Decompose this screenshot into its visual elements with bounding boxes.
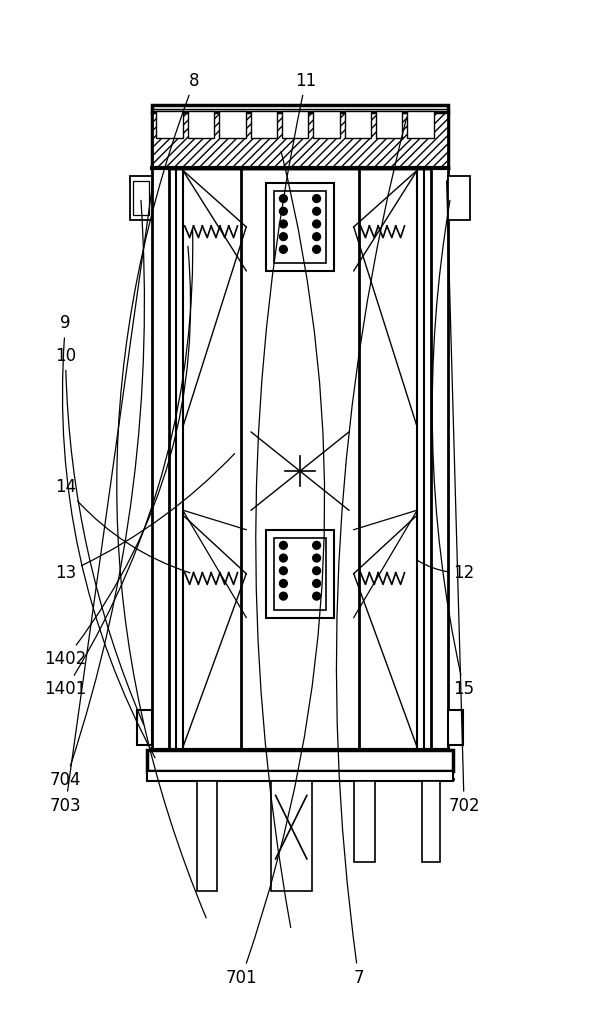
Circle shape [280, 592, 287, 600]
Circle shape [280, 207, 287, 215]
Circle shape [280, 195, 287, 203]
Bar [152, 169, 169, 749]
Bar [219, 111, 245, 138]
Text: 8: 8 [117, 71, 206, 918]
Text: 14: 14 [55, 478, 190, 572]
Bar [274, 190, 326, 263]
Circle shape [313, 592, 320, 600]
Bar [407, 111, 434, 138]
Circle shape [313, 233, 320, 240]
Circle shape [313, 245, 320, 254]
Text: 704: 704 [50, 201, 145, 790]
Bar [448, 710, 463, 744]
Bar [271, 780, 312, 891]
Circle shape [313, 554, 320, 562]
Text: 11: 11 [256, 71, 316, 927]
Bar [251, 111, 277, 138]
Bar [146, 749, 454, 771]
Circle shape [280, 220, 287, 228]
Circle shape [280, 245, 287, 254]
Bar [266, 183, 334, 271]
Circle shape [313, 207, 320, 215]
Bar [133, 181, 149, 215]
Circle shape [313, 580, 320, 587]
Bar [157, 111, 183, 138]
Text: 702: 702 [446, 181, 480, 815]
Bar [266, 530, 334, 618]
Circle shape [280, 567, 287, 574]
Circle shape [280, 541, 287, 550]
Circle shape [313, 567, 320, 574]
Text: 1401: 1401 [44, 230, 193, 699]
Bar [197, 780, 217, 891]
Text: 1402: 1402 [44, 246, 191, 668]
Circle shape [313, 220, 320, 228]
Text: 13: 13 [55, 453, 235, 582]
Circle shape [280, 580, 287, 587]
Bar [448, 176, 470, 220]
Text: 703: 703 [50, 181, 153, 815]
Bar [146, 771, 454, 780]
Bar [313, 111, 340, 138]
Circle shape [313, 541, 320, 550]
Text: 7: 7 [337, 117, 407, 986]
Bar [344, 111, 371, 138]
Bar [376, 111, 403, 138]
Text: 701: 701 [226, 151, 325, 986]
Bar [130, 176, 152, 220]
Bar [282, 111, 308, 138]
Text: 10: 10 [55, 347, 143, 724]
Bar [152, 112, 448, 169]
Bar [152, 105, 448, 169]
Circle shape [280, 233, 287, 240]
Text: 9: 9 [61, 315, 155, 758]
Bar [188, 111, 214, 138]
Bar [137, 710, 152, 744]
Bar [422, 780, 440, 862]
Bar [274, 537, 326, 610]
Bar [431, 169, 448, 749]
Circle shape [280, 554, 287, 562]
Text: 15: 15 [432, 201, 475, 699]
Circle shape [313, 195, 320, 203]
Bar [354, 780, 375, 862]
Text: 12: 12 [418, 561, 475, 582]
